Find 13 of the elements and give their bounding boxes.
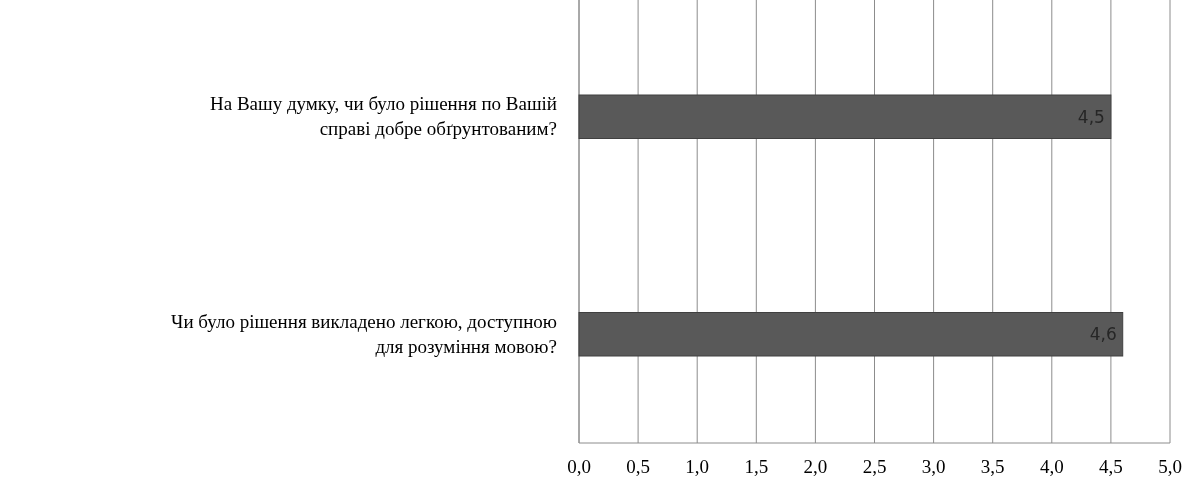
x-tick-label: 2,0	[803, 456, 828, 477]
x-tick-label: 1,5	[744, 456, 769, 477]
x-tick-label: 0,0	[567, 456, 591, 477]
x-tick-label: 3,5	[980, 456, 1005, 477]
x-tick-label: 3,0	[921, 456, 946, 477]
x-tick-label: 4,5	[1099, 456, 1123, 477]
y-tick-label: Чи було рішення викладено легкою, доступною для розуміння мовою?	[171, 310, 557, 357]
x-tick-label: 2,5	[862, 456, 887, 477]
x-tick-label: 4,0	[1039, 456, 1064, 477]
x-tick-label: 1,0	[685, 456, 710, 477]
y-tick-label: На Вашу думку, чи було рішення по Вашій справі добре обґрунтованим?	[210, 93, 557, 140]
x-tick-label: 5,0	[1158, 456, 1182, 477]
x-tick-label: 0,5	[626, 456, 650, 477]
